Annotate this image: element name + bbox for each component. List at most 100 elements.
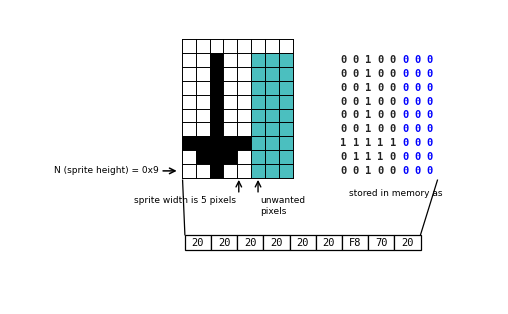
Bar xyxy=(265,67,279,81)
Text: 0: 0 xyxy=(390,152,396,162)
Bar xyxy=(279,122,293,136)
Text: 1: 1 xyxy=(390,138,396,148)
Bar xyxy=(251,67,265,81)
Bar xyxy=(342,235,368,250)
Bar xyxy=(279,81,293,95)
Bar xyxy=(279,164,293,178)
Text: 1: 1 xyxy=(377,138,384,148)
Bar xyxy=(394,235,421,250)
Text: 0: 0 xyxy=(353,111,359,121)
Bar xyxy=(265,164,279,178)
Text: 0: 0 xyxy=(340,124,346,134)
Text: 1: 1 xyxy=(365,111,371,121)
Text: 0: 0 xyxy=(377,111,384,121)
Text: 0: 0 xyxy=(340,83,346,93)
Text: 0: 0 xyxy=(427,55,433,65)
Text: 70: 70 xyxy=(375,237,388,247)
Bar xyxy=(237,235,264,250)
Text: 0: 0 xyxy=(402,152,408,162)
Bar xyxy=(251,164,265,178)
Text: 0: 0 xyxy=(377,124,384,134)
Text: 0: 0 xyxy=(377,69,384,79)
Text: 0: 0 xyxy=(415,83,421,93)
Text: 0: 0 xyxy=(340,152,346,162)
Text: 0: 0 xyxy=(402,69,408,79)
Text: 0: 0 xyxy=(353,97,359,106)
Text: 0: 0 xyxy=(415,97,421,106)
Text: stored in memory as: stored in memory as xyxy=(349,189,442,198)
Text: 0: 0 xyxy=(353,69,359,79)
Text: 0: 0 xyxy=(340,111,346,121)
Text: 1: 1 xyxy=(353,138,359,148)
Text: unwanted
pixels: unwanted pixels xyxy=(261,196,305,216)
Text: 1: 1 xyxy=(365,69,371,79)
Bar xyxy=(224,136,237,150)
Text: 20: 20 xyxy=(244,237,257,247)
Text: 0: 0 xyxy=(377,55,384,65)
Text: 0: 0 xyxy=(402,166,408,176)
Text: 1: 1 xyxy=(365,166,371,176)
Bar xyxy=(251,95,265,109)
Text: 0: 0 xyxy=(353,83,359,93)
Bar xyxy=(209,122,224,136)
Bar xyxy=(196,150,209,164)
Bar xyxy=(211,235,237,250)
Bar xyxy=(279,95,293,109)
Text: 0: 0 xyxy=(340,55,346,65)
Bar xyxy=(224,150,237,164)
Text: 1: 1 xyxy=(365,83,371,93)
Text: 1: 1 xyxy=(353,152,359,162)
Text: 0: 0 xyxy=(427,152,433,162)
Text: 0: 0 xyxy=(390,83,396,93)
Text: 0: 0 xyxy=(390,55,396,65)
Text: 0: 0 xyxy=(402,97,408,106)
Text: 0: 0 xyxy=(377,166,384,176)
Bar xyxy=(279,136,293,150)
Bar xyxy=(265,109,279,122)
Text: 0: 0 xyxy=(427,97,433,106)
Bar xyxy=(209,150,224,164)
Text: 20: 20 xyxy=(218,237,231,247)
Text: 0: 0 xyxy=(427,124,433,134)
Bar xyxy=(251,109,265,122)
Bar xyxy=(265,81,279,95)
Text: sprite width is 5 pixels: sprite width is 5 pixels xyxy=(134,196,236,205)
Bar xyxy=(185,235,211,250)
Text: 1: 1 xyxy=(365,97,371,106)
Text: 0: 0 xyxy=(353,166,359,176)
Bar xyxy=(251,122,265,136)
Text: 0: 0 xyxy=(390,124,396,134)
Text: F8: F8 xyxy=(349,237,361,247)
Text: 0: 0 xyxy=(377,97,384,106)
Bar xyxy=(290,235,316,250)
Text: N (sprite height) = 0x9: N (sprite height) = 0x9 xyxy=(54,166,158,176)
Bar xyxy=(209,109,224,122)
Text: 20: 20 xyxy=(270,237,283,247)
Bar xyxy=(237,136,251,150)
Bar xyxy=(265,150,279,164)
Text: 0: 0 xyxy=(353,124,359,134)
Text: 0: 0 xyxy=(340,69,346,79)
Text: 0: 0 xyxy=(402,55,408,65)
Text: 0: 0 xyxy=(415,69,421,79)
Text: 1: 1 xyxy=(377,152,384,162)
Text: 0: 0 xyxy=(427,111,433,121)
Bar xyxy=(209,164,224,178)
Text: 0: 0 xyxy=(427,138,433,148)
Bar xyxy=(209,81,224,95)
Text: 1: 1 xyxy=(365,124,371,134)
Text: 0: 0 xyxy=(427,83,433,93)
Bar xyxy=(251,53,265,67)
Bar xyxy=(182,136,196,150)
Text: 0: 0 xyxy=(390,166,396,176)
Text: 0: 0 xyxy=(402,138,408,148)
Text: 0: 0 xyxy=(402,111,408,121)
Bar xyxy=(279,67,293,81)
Text: 0: 0 xyxy=(427,69,433,79)
Bar xyxy=(265,122,279,136)
Text: 20: 20 xyxy=(192,237,204,247)
Text: 1: 1 xyxy=(365,55,371,65)
Text: 20: 20 xyxy=(323,237,335,247)
Bar xyxy=(209,53,224,67)
Bar xyxy=(265,95,279,109)
